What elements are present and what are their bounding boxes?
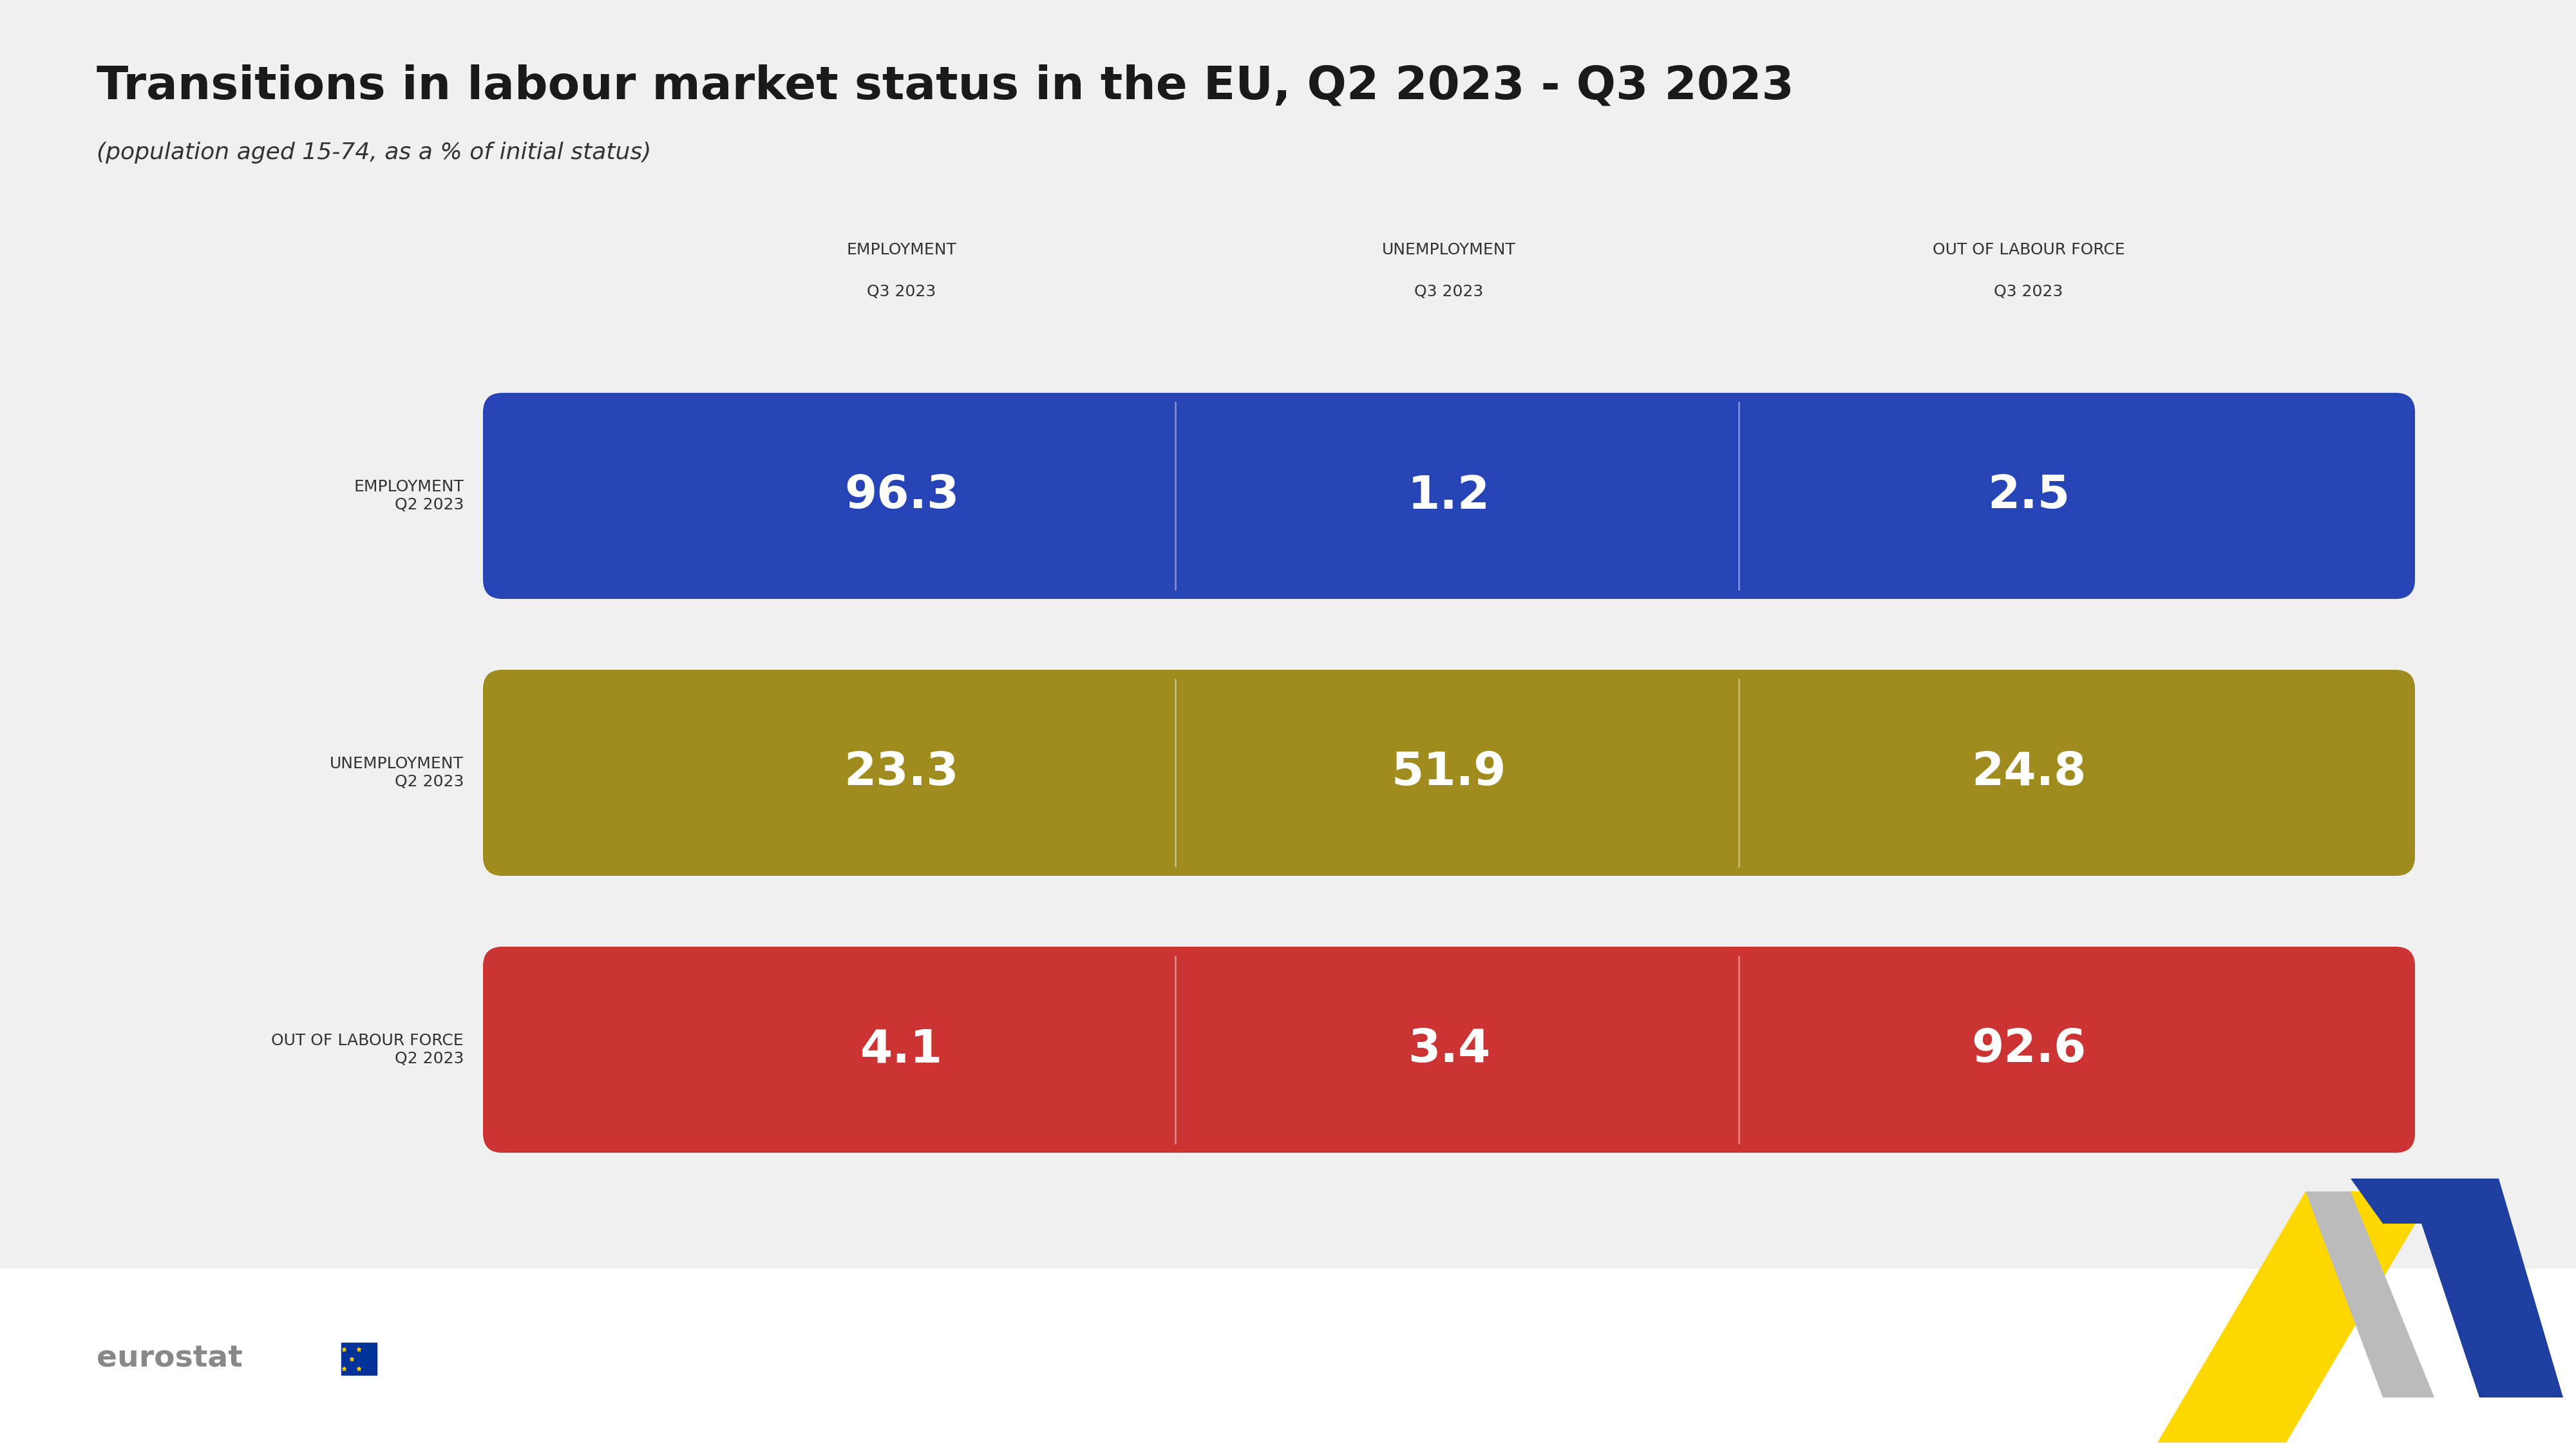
Text: EMPLOYMENT: EMPLOYMENT [848,242,956,258]
Text: UNEMPLOYMENT: UNEMPLOYMENT [1383,242,1515,258]
Text: 4.1: 4.1 [860,1027,943,1072]
Text: Q3 2023: Q3 2023 [868,284,935,300]
Text: UNEMPLOYMENT
Q2 2023: UNEMPLOYMENT Q2 2023 [330,756,464,790]
Text: Transitions in labour market status in the EU, Q2 2023 - Q3 2023: Transitions in labour market status in t… [98,64,1793,109]
Text: Q3 2023: Q3 2023 [1994,284,2063,300]
Text: OUT OF LABOUR FORCE
Q2 2023: OUT OF LABOUR FORCE Q2 2023 [270,1033,464,1066]
FancyBboxPatch shape [484,946,2416,1153]
Text: 23.3: 23.3 [845,751,958,796]
Text: 92.6: 92.6 [1971,1027,2087,1072]
Text: 24.8: 24.8 [1971,751,2087,796]
FancyBboxPatch shape [484,669,2416,875]
Text: 3.4: 3.4 [1406,1027,1492,1072]
Text: OUT OF LABOUR FORCE: OUT OF LABOUR FORCE [1932,242,2125,258]
Text: 2.5: 2.5 [1989,474,2071,519]
FancyBboxPatch shape [484,393,2416,598]
Text: Q3 2023: Q3 2023 [1414,284,1484,300]
Polygon shape [2159,1191,2434,1443]
Polygon shape [2349,1178,2563,1397]
Text: 1.2: 1.2 [1406,474,1492,519]
Bar [0,1269,2576,1449]
Text: eurostat: eurostat [98,1345,242,1374]
Polygon shape [2306,1191,2434,1397]
Text: 51.9: 51.9 [1391,751,1507,796]
Text: (population aged 15-74, as a % of initial status): (population aged 15-74, as a % of initia… [98,142,652,164]
Text: EMPLOYMENT
Q2 2023: EMPLOYMENT Q2 2023 [353,480,464,513]
Bar [340,1343,376,1375]
Text: 96.3: 96.3 [845,474,958,519]
